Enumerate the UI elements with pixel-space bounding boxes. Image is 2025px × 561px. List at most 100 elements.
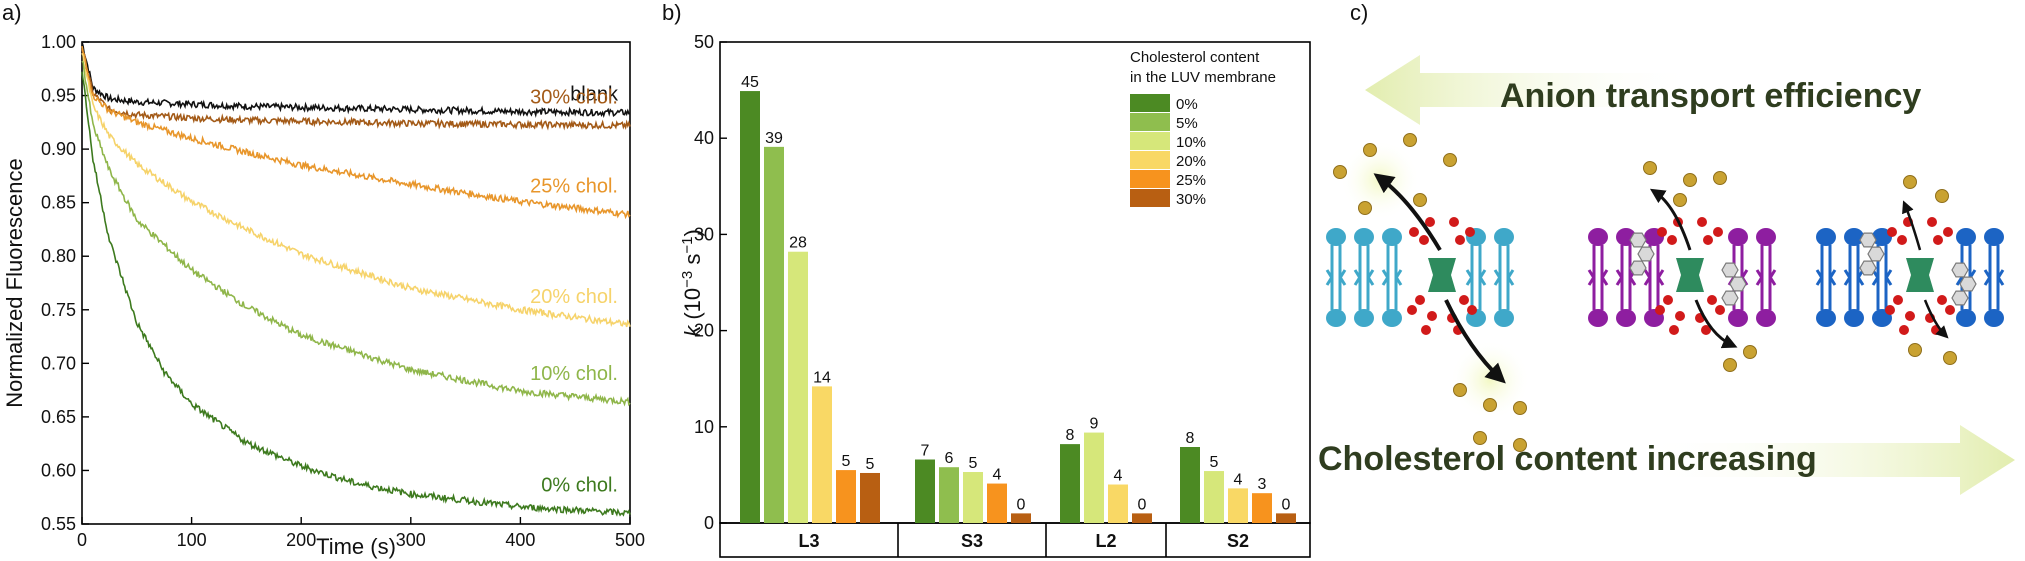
membrane-0: [1325, 217, 1515, 335]
transport-arrow-down: [1444, 299, 1506, 384]
cholesterol-molecule: [1859, 232, 1885, 276]
legend-swatch: [1130, 132, 1170, 150]
bar-value-label: 0: [1138, 496, 1147, 513]
bar-value-label: 4: [1234, 471, 1243, 488]
bar-L2-20%: [1108, 484, 1128, 523]
panel-c-scheme: c) Anion transport efficiency Cholestero…: [1318, 0, 2015, 495]
group-label-L2: L2: [1095, 531, 1116, 551]
bar-value-label: 6: [945, 450, 954, 467]
transport-arrow-down-2: [1694, 299, 1738, 349]
bar-L2-10%: [1084, 432, 1104, 523]
series-line-3: [81, 52, 631, 328]
anion-sphere: [1743, 345, 1757, 359]
bar-value-label: 9: [1090, 416, 1099, 433]
lipid: [1353, 269, 1375, 327]
lipid: [1465, 269, 1487, 327]
y-tick-label: 10: [694, 417, 714, 437]
bar-value-label: 8: [1186, 430, 1195, 447]
series-label-5: 0% chol.: [541, 474, 618, 496]
anion-sphere: [1943, 351, 1957, 365]
lipid: [1587, 269, 1609, 327]
transport-arrow-up: [1373, 173, 1442, 252]
bar-S2-20%: [1228, 488, 1248, 523]
legend-swatch: [1130, 94, 1170, 112]
lipid: [1843, 269, 1865, 327]
anion-sphere: [1513, 401, 1527, 415]
bar-L3-10%: [788, 251, 808, 523]
transport-arrow-down-3: [1923, 299, 1949, 339]
lipid: [1643, 269, 1665, 327]
x-tick-label: 500: [615, 530, 645, 550]
y-tick-label: 0.85: [41, 193, 76, 213]
legend-swatch: [1130, 170, 1170, 188]
legend-label: 5%: [1176, 115, 1198, 132]
y-tick-label: 0.55: [41, 514, 76, 534]
anion-sphere: [1643, 161, 1657, 175]
series-line-5: [81, 71, 631, 517]
bar-value-label: 5: [969, 455, 978, 472]
x-tick-label: 400: [505, 530, 535, 550]
panel-a-line-chart: a) 0.55 0.60 0.65 0.70 0.75 0.80 0.85 0.90 0.95 1…: [2, 0, 645, 559]
bar-L3-30%: [860, 472, 880, 523]
lipid: [1325, 228, 1347, 286]
panel-b-label: b): [662, 0, 682, 25]
lipid: [1815, 269, 1837, 327]
right-arrow-shape: [1640, 425, 2015, 495]
panel-a-label: a): [2, 0, 22, 25]
lipid: [1325, 269, 1347, 327]
lipid: [1983, 228, 2005, 286]
bar-value-label: 45: [741, 74, 759, 91]
cholesterol-molecule: [1951, 262, 1977, 306]
bar-L3-20%: [812, 386, 832, 523]
legend-label: 0%: [1176, 96, 1198, 113]
bar-L3-25%: [836, 470, 856, 523]
y-tick-label: 0.70: [41, 353, 76, 373]
legend-title-line1: Cholesterol content: [1130, 49, 1260, 66]
group-label-L3: L3: [798, 531, 819, 551]
panel-a-x-axis-label: Time (s): [316, 534, 396, 559]
y-tick-label: 30: [694, 224, 714, 244]
y-tick-label: 50: [694, 32, 714, 52]
legend-title-line2: in the LUV membrane: [1130, 69, 1276, 86]
cholesterol-molecule: [1721, 262, 1747, 306]
membrane-2: [1815, 217, 2005, 335]
lipid: [1493, 269, 1515, 327]
group-label-S3: S3: [961, 531, 983, 551]
bar-S3-0%: [915, 459, 935, 523]
anion-sphere: [1723, 358, 1737, 372]
y-tick-label: 0.75: [41, 300, 76, 320]
lipid: [1493, 228, 1515, 286]
anion-sphere: [1483, 398, 1497, 412]
series-line-1: [81, 48, 631, 131]
anion-sphere: [1908, 343, 1922, 357]
bar-L2-30%: [1132, 513, 1152, 523]
bar-value-label: 28: [789, 235, 807, 252]
bar-value-label: 39: [765, 130, 783, 147]
x-tick-label: 200: [286, 530, 316, 550]
series-label-4: 10% chol.: [530, 363, 618, 385]
lipid: [1843, 228, 1865, 286]
anion-sphere: [1683, 173, 1697, 187]
lipid: [1983, 269, 2005, 327]
bar-value-label: 7: [921, 443, 930, 460]
lipid: [1755, 228, 1777, 286]
lipid: [1381, 269, 1403, 327]
anion-sphere: [1403, 133, 1417, 147]
bar-S2-10%: [1204, 471, 1224, 523]
bar-S3-25%: [987, 483, 1007, 523]
bar-value-label: 14: [813, 369, 831, 386]
lipid: [1815, 228, 1837, 286]
bar-L3-0%: [740, 91, 760, 523]
y-tick-label: 0.60: [41, 460, 76, 480]
bar-value-label: 0: [1282, 496, 1291, 513]
lipid: [1615, 269, 1637, 327]
anion-sphere: [1513, 438, 1527, 452]
series-label-1: 30% chol.: [530, 87, 618, 109]
bar-S2-30%: [1276, 513, 1296, 523]
lipid: [1755, 269, 1777, 327]
transporter: [1885, 217, 1955, 335]
anion-sphere: [1473, 431, 1487, 445]
anion-sphere: [1713, 171, 1727, 185]
